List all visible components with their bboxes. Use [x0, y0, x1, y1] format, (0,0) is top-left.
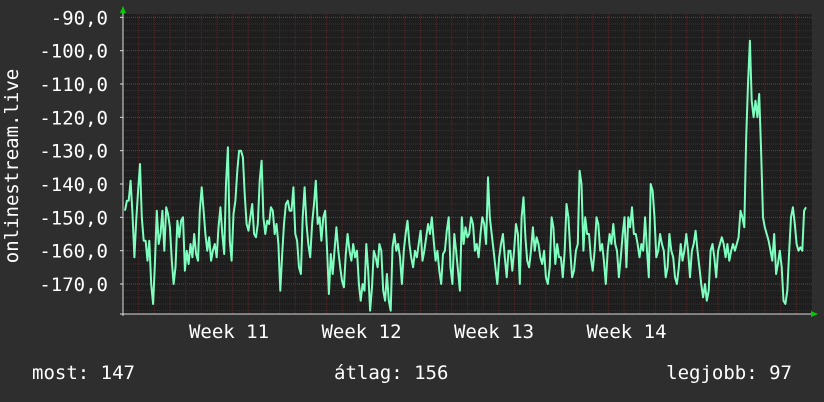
chart: -90,0 -100,0 -110,0 -120,0 -130,0 -140,0 -150,… — [1, 6, 818, 343]
y-axis-label: onlinestream.live — [1, 69, 23, 263]
y-tick-label: -110,0 — [39, 74, 108, 96]
y-tick-label: -130,0 — [39, 141, 108, 163]
y-tick-label: -90,0 — [51, 7, 108, 29]
y-tick-label: -100,0 — [39, 41, 108, 63]
best-value: legjobb: 97 — [666, 362, 792, 384]
y-tick-label: -150,0 — [39, 207, 108, 229]
x-tick-label: Week 13 — [454, 321, 534, 343]
current-value: most: 147 — [32, 362, 135, 384]
x-tick-label: Week 11 — [189, 321, 269, 343]
x-tick-label: Week 12 — [321, 321, 401, 343]
x-tick-label: Week 14 — [586, 321, 666, 343]
average-value: átlag: 156 — [334, 362, 449, 384]
y-tick-label: -160,0 — [39, 241, 108, 263]
series-line — [124, 39, 807, 312]
x-axis-arrow-icon — [811, 311, 818, 317]
y-tick-label: -140,0 — [39, 174, 108, 196]
y-axis-arrow-icon — [120, 6, 126, 13]
y-tick-label: -120,0 — [39, 107, 108, 129]
y-axis-ticks: -90,0 -100,0 -110,0 -120,0 -130,0 -140,0 -150,… — [39, 7, 123, 296]
y-tick-label: -170,0 — [39, 274, 108, 296]
x-axis-ticks: Week 11 Week 12 Week 13 Week 14 — [189, 321, 667, 343]
